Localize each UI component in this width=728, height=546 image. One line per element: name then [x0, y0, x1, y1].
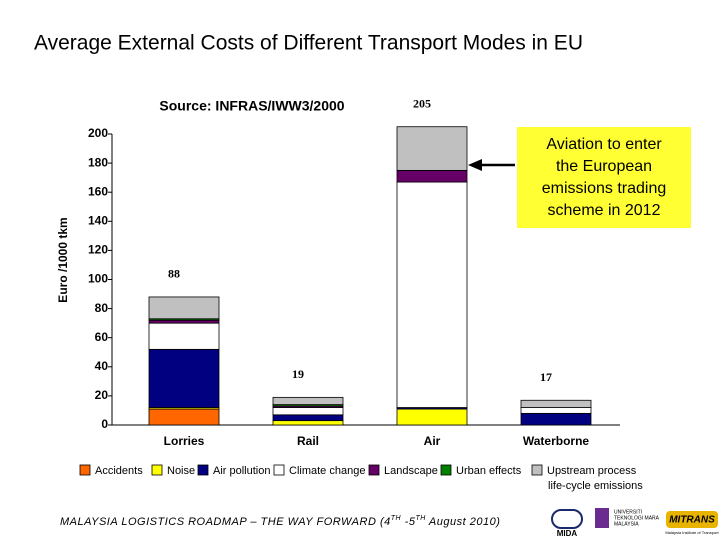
bar-segment [396, 169, 468, 183]
logo-text: MALAYSIA [614, 521, 639, 527]
y-tick-label: 120 [88, 243, 108, 257]
y-axis-label: Euro /1000 tkm [56, 217, 70, 302]
legend-label: Urban effects [456, 465, 522, 477]
y-tick-label: 180 [88, 155, 108, 169]
logo-text: MITRANS [669, 515, 715, 526]
bar-segment [148, 296, 220, 320]
bar-segment [520, 399, 592, 408]
chart-subtitle: Source: INFRAS/IWW3/2000 [159, 98, 344, 114]
x-tick-label: Lorries [164, 434, 205, 448]
total-label: 88 [168, 267, 180, 281]
legend-label: Upstream process [547, 465, 637, 477]
bar-segment [148, 322, 220, 350]
bar-segment [272, 414, 344, 422]
annotation-box [517, 127, 691, 228]
x-tick-label: Air [424, 434, 441, 448]
bar-segment [396, 408, 468, 426]
y-tick-label: 60 [95, 330, 109, 344]
slide-title: Average External Costs of Different Tran… [34, 32, 583, 55]
annotation-line: emissions trading [542, 180, 667, 197]
bar-segment [520, 407, 592, 414]
y-tick-label: 20 [95, 388, 109, 402]
bar-segment [396, 181, 468, 408]
x-tick-label: Waterborne [523, 434, 590, 448]
legend-label: Landscape [384, 465, 438, 477]
logo-text: Malaysia Institute of Transport [665, 530, 719, 535]
y-tick-label: 100 [88, 272, 108, 286]
logo-text: MIDA [557, 529, 578, 538]
legend-swatch [151, 464, 163, 476]
x-tick-label: Rail [297, 434, 319, 448]
total-label: 19 [292, 367, 304, 381]
y-tick-label: 140 [88, 213, 108, 227]
legend-label: Accidents [95, 465, 143, 477]
logo-text: TEKNOLOGI MARA [614, 515, 660, 521]
legend-swatch [79, 464, 91, 476]
bar-segment [520, 412, 592, 426]
legend-note: life-cycle emissions [548, 480, 643, 492]
bar-segment [148, 408, 220, 426]
bar-segment [148, 319, 220, 324]
legend-swatch [273, 464, 285, 476]
y-tick-label: 200 [88, 126, 108, 140]
legend-label: Climate change [289, 465, 365, 477]
bar-segment [148, 348, 220, 408]
y-tick-label: 80 [95, 301, 109, 315]
arrow-head [468, 159, 482, 171]
legend-swatch [197, 464, 209, 476]
y-tick-label: 0 [101, 417, 108, 431]
total-label: 17 [540, 370, 552, 384]
annotation-line: the European [556, 158, 652, 175]
total-label: 205 [413, 96, 431, 110]
legend-label: Noise [167, 465, 195, 477]
legend-label: Air pollution [213, 465, 270, 477]
bar-segment [272, 420, 344, 426]
legend-swatch [368, 464, 380, 476]
bar-segment [272, 407, 344, 416]
logo-mida [551, 509, 583, 529]
annotation-line: Aviation to enter [546, 136, 662, 153]
logo-uitm [595, 508, 609, 528]
legend-swatch [531, 464, 543, 476]
y-tick-label: 40 [95, 359, 109, 373]
logo-text: UNIVERSITI [614, 509, 642, 515]
annotation: Aviation to enter the European emissions t… [542, 136, 667, 219]
bar-segment [272, 396, 344, 406]
legend-swatch [440, 464, 452, 476]
logo-mitrans [666, 511, 718, 528]
y-tick-label: 160 [88, 184, 108, 198]
annotation-line: scheme in 2012 [548, 202, 661, 219]
bar-segment [396, 126, 468, 171]
footer-text: MALAYSIA LOGISTICS ROADMAP – THE WAY FOR… [60, 515, 500, 528]
